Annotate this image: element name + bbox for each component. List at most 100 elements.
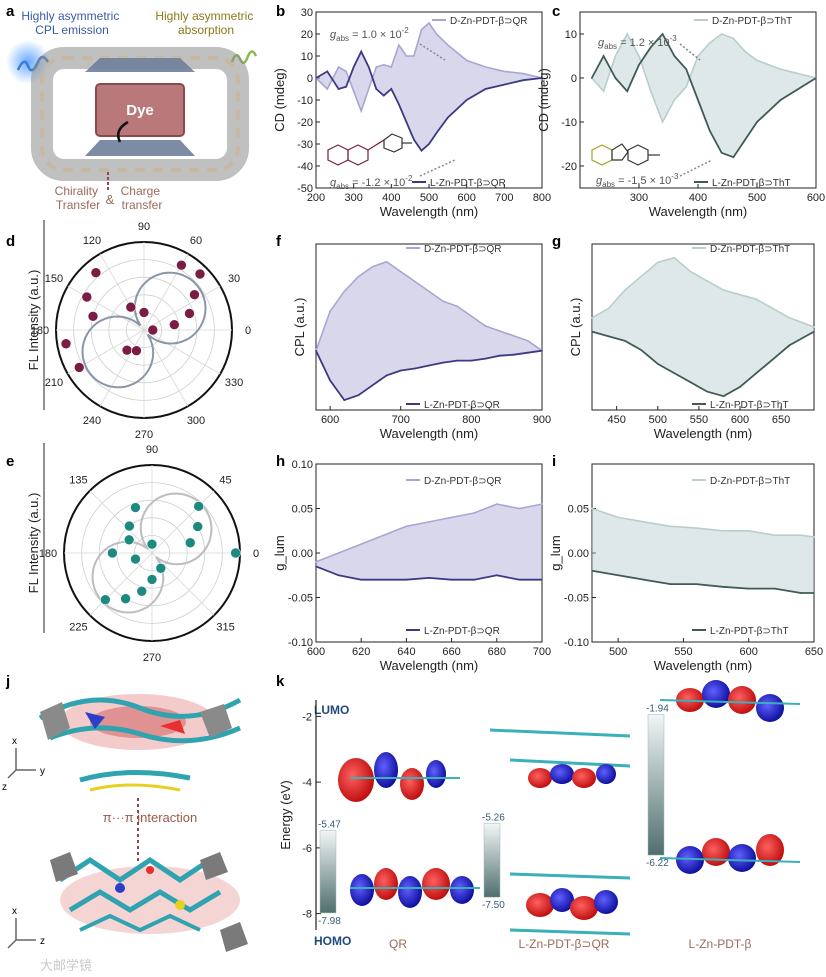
g-exponent: -3 — [670, 34, 678, 43]
series-l-point — [607, 335, 610, 338]
column-label: L-Zn-PDT-β — [689, 937, 752, 951]
panel-a: a Highly asymmetric CPL emission Highly … — [6, 3, 258, 212]
series-d-point — [739, 293, 741, 296]
tht-molecule-icon — [591, 143, 660, 166]
series-d-point — [414, 280, 416, 283]
series-l-point — [512, 353, 515, 356]
series-l-point — [360, 50, 363, 53]
panel-letter: i — [552, 453, 556, 470]
data-point — [107, 547, 118, 559]
angle-tick-label: 90 — [138, 221, 150, 233]
g-symbol: g — [596, 175, 603, 187]
series-l-point — [706, 390, 708, 393]
panel-f: f 600 700 800 900 Wavelength (nm) CPL (a.u.) D-… — [276, 233, 551, 441]
series-l-point — [591, 570, 593, 572]
series-l-point — [428, 577, 430, 579]
g-value: = -1.5 × 10 — [615, 175, 671, 187]
angle-tick-label: 150 — [45, 273, 63, 285]
series-d-point — [345, 70, 347, 73]
energy-tick-label: -4 — [302, 777, 312, 789]
angle-tick-label: 90 — [146, 444, 158, 456]
series-l-line — [591, 330, 815, 398]
polar-spoke — [151, 552, 215, 616]
panel-letter: h — [276, 453, 285, 470]
orbital-qr-homo — [350, 868, 480, 908]
series-d-point — [591, 507, 593, 510]
legend-entry: L-Zn-PDT-β⊃QR — [424, 400, 500, 411]
x-tick-label: 550 — [690, 414, 708, 426]
series-d-point — [496, 503, 498, 505]
x-axis-title: Wavelength (nm) — [380, 426, 479, 441]
y-axis-title: CPL (a.u.) — [292, 298, 307, 357]
data-point — [130, 553, 141, 565]
x-tick-label: 620 — [352, 646, 370, 658]
fill-band — [316, 504, 542, 580]
panel-letter: g — [552, 233, 561, 250]
series-l-point — [383, 578, 385, 581]
axis-y-top: y — [40, 766, 45, 777]
x-axis-title: Wavelength (nm) — [380, 204, 479, 219]
polar-spoke — [89, 552, 153, 616]
data-point — [192, 521, 204, 532]
series-l-line — [591, 569, 814, 594]
homo-value: -7.98 — [318, 916, 341, 927]
y-axis-title: FL Intensity (a.u.) — [26, 270, 41, 371]
series-l-point — [541, 77, 543, 79]
charge-line1: Charge — [121, 184, 161, 198]
data-point — [125, 301, 137, 313]
series-d-point — [337, 66, 340, 68]
series-d-point — [465, 59, 468, 62]
absorption-line2: absorption — [178, 23, 234, 37]
g-arrow-b-top — [419, 43, 446, 61]
series-d-point — [800, 534, 802, 536]
data-point — [60, 338, 72, 350]
series-l-point — [779, 99, 782, 101]
series-d-point — [643, 521, 646, 523]
series-d-point — [326, 88, 329, 90]
y-tick-label: -40 — [297, 161, 313, 173]
series-l-point — [800, 592, 802, 594]
fill-band — [316, 23, 542, 151]
g-exponent: -3 — [671, 172, 679, 181]
x-axis-title: Wavelength (nm) — [649, 204, 748, 219]
series-d-point — [706, 280, 708, 282]
series-l-point — [326, 70, 329, 73]
legend-entry: D-Zn-PDT-β⊃QR — [424, 244, 501, 255]
energy-tick-label: -8 — [302, 909, 312, 921]
homo-label: HOMO — [314, 934, 351, 948]
y-tick-label: -0.10 — [288, 637, 313, 649]
series-l-point — [345, 86, 347, 88]
y-tick-label: 0.00 — [292, 548, 313, 560]
plot-frame — [315, 243, 543, 411]
x-tick-label: 660 — [442, 646, 460, 658]
series-d-point — [614, 55, 617, 57]
series-l-point — [755, 372, 758, 374]
fill-band — [316, 261, 542, 401]
series-l-point — [813, 330, 815, 333]
angle-tick-label: 225 — [69, 622, 87, 634]
top-molecule-render — [38, 694, 242, 792]
series-d-point — [337, 552, 340, 554]
bottom-molecule-render — [50, 852, 248, 952]
series-l-line — [315, 49, 543, 152]
series-l-point — [732, 156, 735, 158]
y-tick-label: -50 — [297, 183, 313, 195]
g-abs-annotation-bot: gabs = -1.2 × 10-2 — [330, 174, 413, 191]
cpl-emission-label: Highly asymmetric CPL emission — [21, 9, 122, 37]
legend-entry: D-Zn-PDT-β⊃QR — [424, 476, 501, 487]
series-l-point — [722, 395, 725, 397]
series-d-point — [772, 307, 774, 310]
orbital-complex-lumo — [489, 728, 631, 788]
y-axis-title: FL Intensity (a.u.) — [26, 493, 41, 594]
polar-spoke — [99, 329, 145, 407]
x-tick-label: 600 — [731, 414, 749, 426]
polar-spoke — [143, 329, 221, 375]
series-d-point — [788, 316, 791, 319]
series-l-point — [371, 384, 374, 387]
fill-band — [592, 257, 814, 397]
data-point — [189, 289, 200, 300]
series-l-point — [695, 583, 698, 585]
data-point — [90, 267, 102, 278]
charge-line2: transfer — [122, 198, 163, 212]
